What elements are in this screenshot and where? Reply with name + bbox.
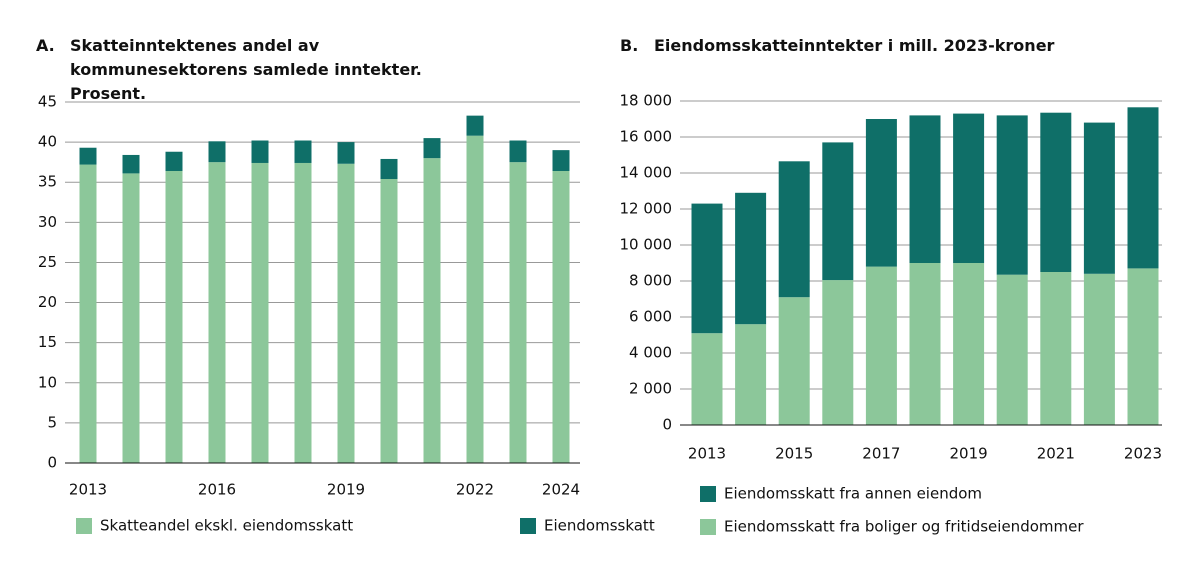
x-tick-label: 2015 <box>775 445 813 463</box>
x-tick-label: 2019 <box>950 445 988 463</box>
bar-segment <box>953 263 985 425</box>
bar-segment <box>251 162 269 464</box>
x-tick-label: 2019 <box>327 481 365 499</box>
legend-label: Skatteandel ekskl. eiendomsskatt <box>100 517 353 535</box>
bar-segment <box>778 161 810 298</box>
legend-label: Eiendomsskatt fra annen eiendom <box>724 485 982 503</box>
bar-segment <box>79 147 97 165</box>
y-tick-label: 35 <box>38 173 57 191</box>
bar-segment <box>208 162 226 463</box>
legend-swatch <box>700 486 716 502</box>
legend-label: Eiendomsskatt fra boliger og fritidseien… <box>724 518 1084 536</box>
bar-segment <box>865 119 897 267</box>
bar-segment <box>208 141 226 163</box>
x-tick-label: 2013 <box>69 481 107 499</box>
y-tick-label: 2 000 <box>629 380 672 398</box>
bar-segment <box>996 274 1028 425</box>
bar-segment <box>509 162 527 463</box>
bar-segment <box>466 135 484 463</box>
bar-segment <box>509 140 527 163</box>
chart-title: Skatteinntektenes andel av kommunesektor… <box>70 36 422 103</box>
x-tick-label: 2021 <box>1037 445 1075 463</box>
bar-segment <box>1127 107 1159 269</box>
bar-segment <box>165 170 183 464</box>
bar-segment <box>423 158 441 463</box>
panel-label: B. <box>620 36 639 55</box>
bar-segment <box>1040 112 1072 272</box>
bar-segment <box>552 150 570 171</box>
bar-segment <box>822 280 854 425</box>
x-tick-label: 2024 <box>542 481 580 499</box>
y-tick-label: 10 000 <box>620 236 673 254</box>
bar-segment <box>165 151 183 171</box>
bar-segment <box>552 170 570 464</box>
bar-segment <box>735 192 767 325</box>
y-tick-label: 16 000 <box>620 128 673 146</box>
y-tick-label: 6 000 <box>629 308 672 326</box>
legend-swatch <box>520 518 536 534</box>
y-tick-label: 20 <box>38 293 57 311</box>
bar-segment <box>466 115 484 136</box>
y-tick-label: 45 <box>38 93 57 111</box>
bar-segment <box>865 266 897 425</box>
bar-segment <box>909 263 941 425</box>
bar-segment <box>380 158 398 180</box>
chart-title: Eiendomsskatteinntekter i mill. 2023-kro… <box>654 36 1055 55</box>
y-tick-label: 0 <box>47 454 57 472</box>
bar-segment <box>423 138 441 159</box>
y-tick-label: 0 <box>662 416 672 434</box>
bar-segment <box>337 142 355 164</box>
x-tick-label: 2022 <box>456 481 494 499</box>
y-tick-label: 5 <box>47 413 57 431</box>
bar-segment <box>822 142 854 281</box>
x-tick-label: 2013 <box>688 445 726 463</box>
bar-segment <box>1083 122 1115 274</box>
bar-segment <box>1083 273 1115 425</box>
bar-segment <box>251 140 269 163</box>
panel-label: A. <box>36 36 55 55</box>
bar-segment <box>953 113 985 263</box>
y-tick-label: 14 000 <box>620 164 673 182</box>
x-tick-label: 2016 <box>198 481 236 499</box>
bar-segment <box>1040 272 1072 425</box>
bar-segment <box>691 203 723 334</box>
bar-segment <box>996 115 1028 275</box>
bar-segment <box>380 179 398 463</box>
x-tick-label: 2023 <box>1124 445 1162 463</box>
bar-segment <box>691 333 723 425</box>
legend-swatch <box>76 518 92 534</box>
x-tick-label: 2017 <box>862 445 900 463</box>
y-tick-label: 18 000 <box>620 92 673 110</box>
bar-segment <box>735 324 767 425</box>
bar-segment <box>1127 268 1159 425</box>
y-tick-label: 12 000 <box>620 200 673 218</box>
bar-segment <box>909 115 941 264</box>
y-tick-label: 8 000 <box>629 272 672 290</box>
legend-label: Eiendomsskatt <box>544 517 655 535</box>
y-tick-label: 30 <box>38 213 57 231</box>
bar-segment <box>778 297 810 425</box>
legend-swatch <box>700 519 716 535</box>
bar-segment <box>337 163 355 463</box>
bar-segment <box>79 164 97 463</box>
y-tick-label: 25 <box>38 253 57 271</box>
y-tick-label: 40 <box>38 133 57 151</box>
bar-segment <box>122 154 140 174</box>
y-tick-label: 10 <box>38 373 57 391</box>
bar-segment <box>122 173 140 464</box>
bar-segment <box>294 140 312 163</box>
y-tick-label: 15 <box>38 333 57 351</box>
bar-segment <box>294 162 312 464</box>
y-tick-label: 4 000 <box>629 344 672 362</box>
